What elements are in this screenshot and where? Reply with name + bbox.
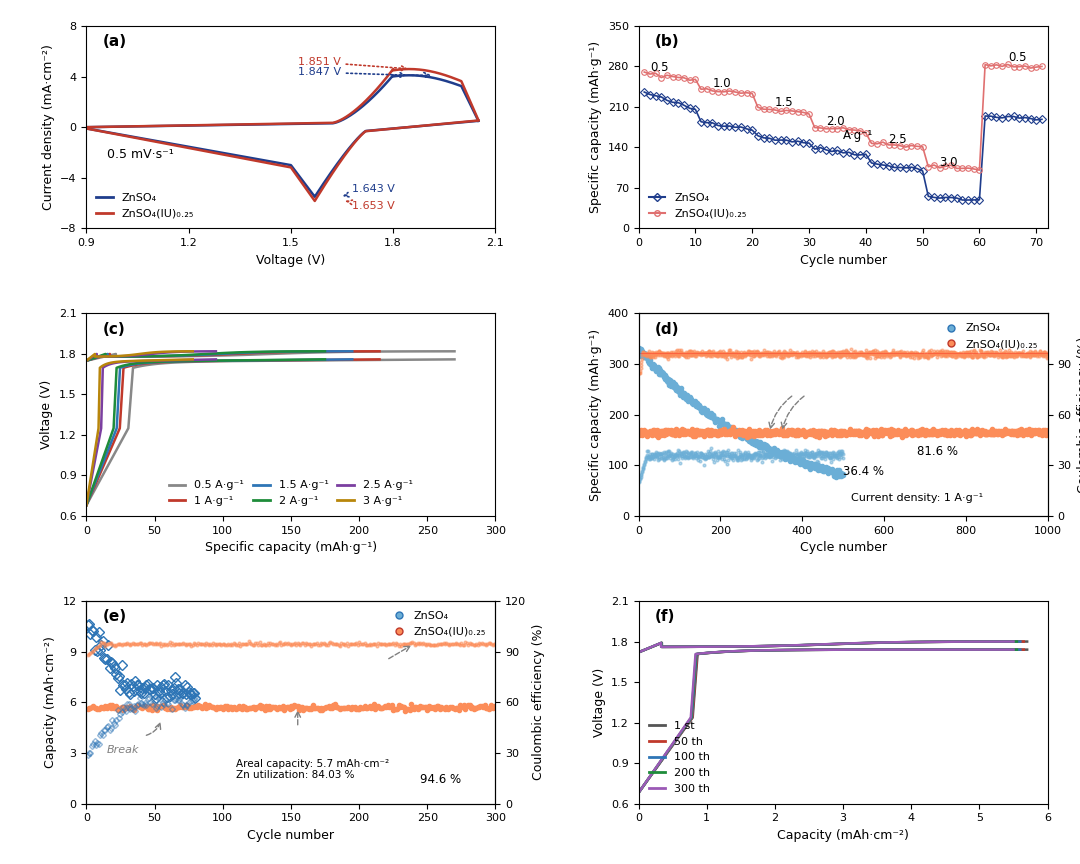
Text: Current density: 1 A·g⁻¹: Current density: 1 A·g⁻¹ (851, 492, 984, 503)
Text: 0.5 mV·s⁻¹: 0.5 mV·s⁻¹ (107, 148, 174, 161)
X-axis label: Voltage (V): Voltage (V) (256, 254, 325, 267)
X-axis label: Cycle number: Cycle number (799, 254, 887, 267)
X-axis label: Specific capacity (mAh·g⁻¹): Specific capacity (mAh·g⁻¹) (205, 541, 377, 554)
Text: Break: Break (107, 745, 139, 755)
Y-axis label: Coulombic efficiency (%): Coulombic efficiency (%) (531, 624, 544, 780)
Text: 36.4 %: 36.4 % (843, 466, 885, 479)
Y-axis label: Voltage (V): Voltage (V) (40, 380, 53, 449)
Text: 0.5: 0.5 (1008, 51, 1026, 64)
Text: (a): (a) (103, 34, 126, 49)
Legend: ZnSO₄, ZnSO₄(IU)₀.₂₅: ZnSO₄, ZnSO₄(IU)₀.₂₅ (644, 188, 751, 223)
Text: 1.851 V: 1.851 V (298, 57, 406, 71)
Text: (f): (f) (654, 609, 675, 624)
Text: A·g⁻¹: A·g⁻¹ (843, 129, 874, 142)
Y-axis label: Coulombic efficiency (%): Coulombic efficiency (%) (1077, 337, 1080, 492)
Y-axis label: Voltage (V): Voltage (V) (593, 668, 606, 737)
Text: 0.5: 0.5 (650, 61, 669, 74)
Y-axis label: Specific capacity (mAh·g⁻¹): Specific capacity (mAh·g⁻¹) (590, 328, 603, 501)
Legend: ZnSO₄, ZnSO₄(IU)₀.₂₅: ZnSO₄, ZnSO₄(IU)₀.₂₅ (389, 607, 490, 641)
Legend: 0.5 A·g⁻¹, 1 A·g⁻¹, 1.5 A·g⁻¹, 2 A·g⁻¹, 2.5 A·g⁻¹, 3 A·g⁻¹: 0.5 A·g⁻¹, 1 A·g⁻¹, 1.5 A·g⁻¹, 2 A·g⁻¹, … (164, 476, 418, 511)
Text: 1.847 V: 1.847 V (298, 67, 405, 77)
Text: 1.5: 1.5 (775, 96, 794, 109)
Text: 3.0: 3.0 (940, 156, 958, 169)
Text: 2.5: 2.5 (889, 133, 907, 146)
Text: Areal capacity: 5.7 mAh·cm⁻²
Zn utilization: 84.03 %: Areal capacity: 5.7 mAh·cm⁻² Zn utilizat… (237, 759, 390, 780)
Y-axis label: Capacity (mAh·cm⁻²): Capacity (mAh·cm⁻²) (44, 636, 57, 768)
Text: (b): (b) (654, 34, 679, 49)
Y-axis label: Current density (mA·cm⁻²): Current density (mA·cm⁻²) (42, 44, 55, 210)
X-axis label: Cycle number: Cycle number (247, 829, 335, 842)
Legend: ZnSO₄, ZnSO₄(IU)₀.₂₅: ZnSO₄, ZnSO₄(IU)₀.₂₅ (92, 188, 199, 223)
Text: 1.643 V: 1.643 V (345, 184, 395, 197)
X-axis label: Cycle number: Cycle number (799, 541, 887, 554)
Text: (e): (e) (103, 609, 126, 624)
Text: 81.6 %: 81.6 % (917, 445, 958, 458)
Y-axis label: Specific capacity (mAh·g⁻¹): Specific capacity (mAh·g⁻¹) (589, 41, 602, 213)
Text: 2.0: 2.0 (826, 116, 845, 129)
Text: 94.6 %: 94.6 % (420, 773, 461, 786)
Text: (c): (c) (103, 321, 125, 337)
Text: 1.653 V: 1.653 V (347, 200, 395, 212)
Text: 1.0: 1.0 (713, 77, 731, 90)
Legend: ZnSO₄, ZnSO₄(IU)₀.₂₅: ZnSO₄, ZnSO₄(IU)₀.₂₅ (941, 319, 1042, 353)
Text: (d): (d) (654, 321, 679, 337)
Legend: 1 st, 50 th, 100 th, 200 th, 300 th: 1 st, 50 th, 100 th, 200 th, 300 th (644, 717, 715, 798)
X-axis label: Capacity (mAh·cm⁻²): Capacity (mAh·cm⁻²) (778, 829, 909, 842)
